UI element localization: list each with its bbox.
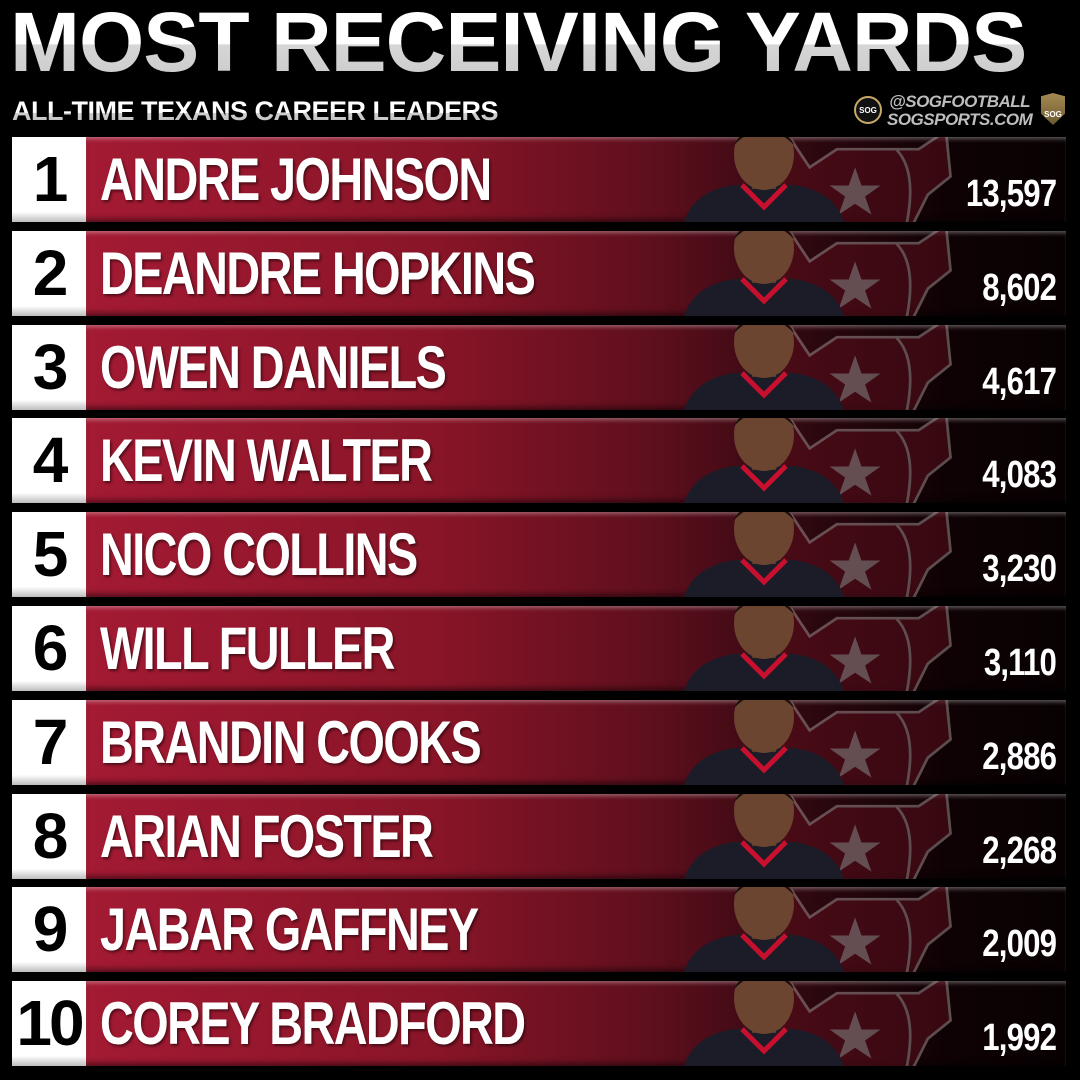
player-photo	[664, 887, 864, 972]
rank-number: 8	[12, 793, 86, 879]
yards-value: 2,009	[982, 923, 1057, 966]
brand-text: @SOGFOOTBALL SOGSPORTS.COM	[887, 92, 1033, 129]
player-name: OWEN DANIELS	[100, 333, 447, 401]
row-bar: ARIAN FOSTER 2,268	[86, 793, 1066, 879]
rank-number: 6	[12, 605, 86, 691]
row-bar: COREY BRADFORD 1,992	[86, 981, 1066, 1067]
table-row: NICO COLLINS 3,230 5	[12, 512, 1066, 598]
player-photo	[664, 981, 864, 1066]
yards-value: 4,617	[982, 360, 1057, 403]
yards-value: 13,597	[965, 173, 1057, 215]
table-row: DEANDRE HOPKINS 8,602 2	[12, 230, 1066, 316]
yards-value: 1,992	[982, 1017, 1057, 1060]
yards-value: 8,602	[982, 266, 1057, 309]
player-photo	[664, 700, 864, 785]
rank-number: 1	[12, 137, 86, 222]
row-bar: WILL FULLER 3,110	[86, 605, 1066, 691]
yards-value: 3,230	[982, 548, 1057, 591]
rank-number: 4	[12, 418, 86, 504]
rank-number: 3	[12, 324, 86, 410]
table-row: ANDRE JOHNSON 13,597 1	[12, 137, 1066, 222]
yards-value: 2,886	[982, 735, 1057, 778]
row-bar: DEANDRE HOPKINS 8,602	[86, 230, 1066, 316]
player-name: BRANDIN COOKS	[100, 708, 482, 776]
player-name: KEVIN WALTER	[100, 427, 433, 495]
sog-logo-icon: SOG	[854, 96, 882, 124]
player-name: DEANDRE HOPKINS	[100, 239, 536, 307]
row-bar: OWEN DANIELS 4,617	[86, 324, 1066, 410]
social-handle: @SOGFOOTBALL	[889, 92, 1031, 111]
player-name: COREY BRADFORD	[100, 990, 526, 1058]
row-bar: ANDRE JOHNSON 13,597	[86, 137, 1066, 222]
yards-value: 3,110	[983, 641, 1057, 684]
rank-number: 5	[12, 512, 86, 598]
row-bar: BRANDIN COOKS 2,886	[86, 699, 1066, 785]
shield-logo-icon: SOG	[1041, 93, 1065, 125]
rank-number: 2	[12, 230, 86, 316]
table-row: OWEN DANIELS 4,617 3	[12, 324, 1066, 410]
page-title: MOST RECEIVING YARDS	[10, 0, 1072, 90]
table-row: BRANDIN COOKS 2,886 7	[12, 699, 1066, 785]
rank-number: 10	[12, 981, 86, 1067]
website: SOGSPORTS.COM	[887, 110, 1033, 129]
player-photo	[664, 606, 864, 691]
rank-number: 7	[12, 699, 86, 785]
player-name: ANDRE JOHNSON	[100, 146, 492, 213]
table-row: WILL FULLER 3,110 6	[12, 605, 1066, 691]
player-photo	[664, 512, 864, 597]
table-row: JABAR GAFFNEY 2,009 9	[12, 887, 1066, 973]
brand-block: SOG @SOGFOOTBALL SOGSPORTS.COM SOG	[854, 93, 1070, 131]
player-photo	[664, 231, 864, 316]
player-photo	[664, 418, 864, 503]
player-name: WILL FULLER	[100, 614, 395, 682]
player-name: ARIAN FOSTER	[100, 802, 434, 870]
player-photo	[664, 794, 864, 879]
row-bar: KEVIN WALTER 4,083	[86, 418, 1066, 504]
yards-value: 2,268	[982, 829, 1057, 872]
player-name: NICO COLLINS	[100, 521, 418, 589]
player-photo	[664, 325, 864, 410]
player-name: JABAR GAFFNEY	[100, 896, 479, 964]
yards-value: 4,083	[982, 454, 1057, 497]
table-row: KEVIN WALTER 4,083 4	[12, 418, 1066, 504]
row-bar: NICO COLLINS 3,230	[86, 512, 1066, 598]
page-subtitle: ALL-TIME TEXANS CAREER LEADERS	[12, 96, 499, 126]
player-photo	[664, 137, 864, 222]
table-row: ARIAN FOSTER 2,268 8	[12, 793, 1066, 879]
table-row: COREY BRADFORD 1,992 10	[12, 981, 1066, 1067]
rank-number: 9	[12, 887, 86, 973]
row-bar: JABAR GAFFNEY 2,009	[86, 887, 1066, 973]
leaderboard: ANDRE JOHNSON 13,597 1 DEANDRE HOPKINS 8…	[12, 137, 1066, 1075]
